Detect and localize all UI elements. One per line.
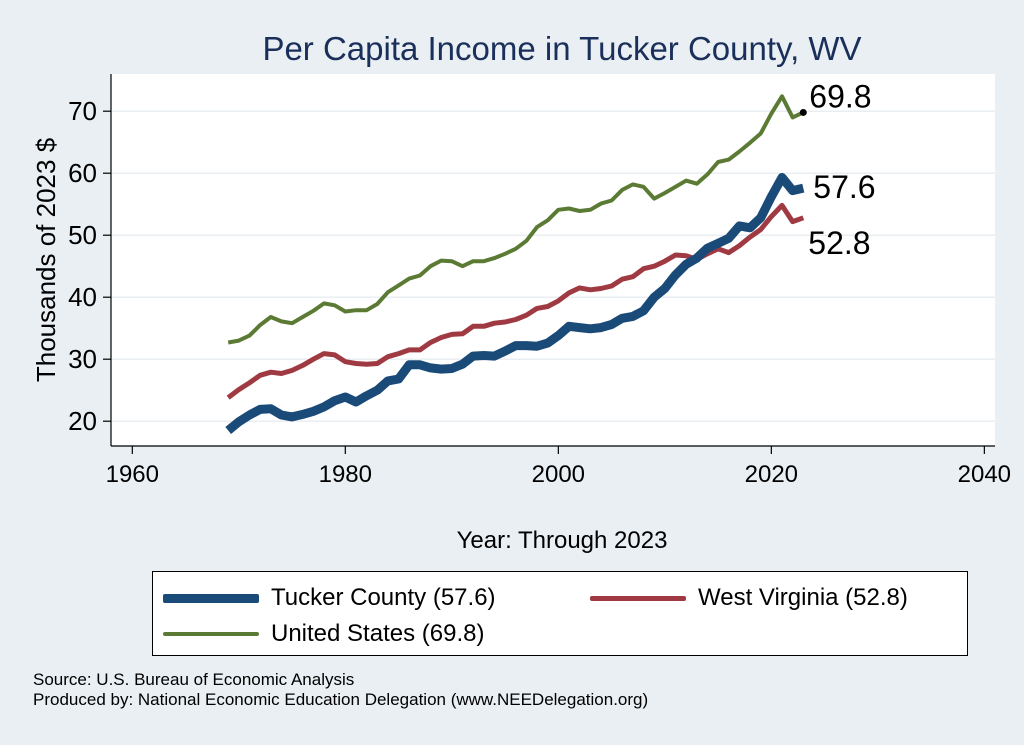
- y-axis: 20 30 40 50 60 70: [68, 74, 112, 446]
- end-label-west-virginia: 52.8: [808, 225, 870, 261]
- y-tick-label: 30: [68, 344, 97, 374]
- legend: Tucker County (57.6) West Virginia (52.8…: [152, 571, 968, 656]
- legend-swatch-west-virginia: [590, 595, 686, 601]
- chart-title: Per Capita Income in Tucker County, WV: [262, 30, 861, 67]
- x-tick-label: 2000: [532, 461, 585, 488]
- legend-item-tucker-county: Tucker County (57.6): [163, 584, 496, 612]
- legend-item-west-virginia: West Virginia (52.8): [590, 584, 908, 612]
- end-label-tucker-county: 57.6: [813, 169, 875, 205]
- legend-label-tucker-county: Tucker County (57.6): [271, 584, 496, 611]
- legend-swatch-united-states: [163, 632, 259, 636]
- end-label-united-states: 69.8: [809, 78, 871, 114]
- legend-label-united-states: United States (69.8): [271, 620, 485, 647]
- x-tick-label: 2040: [958, 461, 1011, 488]
- source-note: Source: U.S. Bureau of Economic Analysis: [33, 670, 355, 689]
- series-line-united-states: [227, 94, 805, 345]
- x-tick-label: 1960: [106, 461, 159, 488]
- y-tick-label: 60: [68, 158, 97, 188]
- end-labels: 69.8 57.6 52.8: [799, 78, 876, 261]
- y-tick-label: 70: [68, 96, 97, 126]
- x-tick-label: 2020: [745, 461, 798, 488]
- series-line-tucker-county: [225, 173, 805, 434]
- plot-area: [111, 74, 995, 446]
- grid-lines: [111, 110, 995, 422]
- series-layer: [225, 94, 805, 434]
- legend-item-united-states: United States (69.8): [163, 620, 484, 648]
- x-axis-label: Year: Through 2023: [457, 527, 668, 554]
- producer-note: Produced by: National Economic Education…: [33, 690, 649, 709]
- legend-swatch-tucker-county: [163, 593, 259, 603]
- end-marker-united-states: [799, 108, 807, 116]
- y-axis-label: Thousands of 2023 $: [31, 137, 61, 382]
- y-tick-label: 20: [68, 406, 97, 436]
- y-tick-label: 40: [68, 282, 97, 312]
- legend-label-west-virginia: West Virginia (52.8): [698, 584, 908, 611]
- x-tick-label: 1980: [319, 461, 372, 488]
- y-tick-label: 50: [68, 220, 97, 250]
- x-axis: 1960 1980 2000 2020 2040: [106, 445, 1011, 488]
